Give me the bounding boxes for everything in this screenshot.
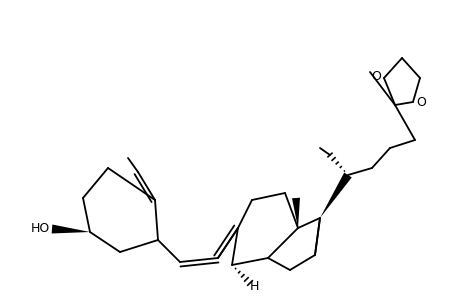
Text: HO: HO [31,223,50,236]
Text: O: O [415,97,425,110]
Polygon shape [291,198,299,228]
Polygon shape [319,172,351,218]
Text: O: O [370,70,380,83]
Polygon shape [51,224,90,233]
Text: H: H [249,280,258,293]
